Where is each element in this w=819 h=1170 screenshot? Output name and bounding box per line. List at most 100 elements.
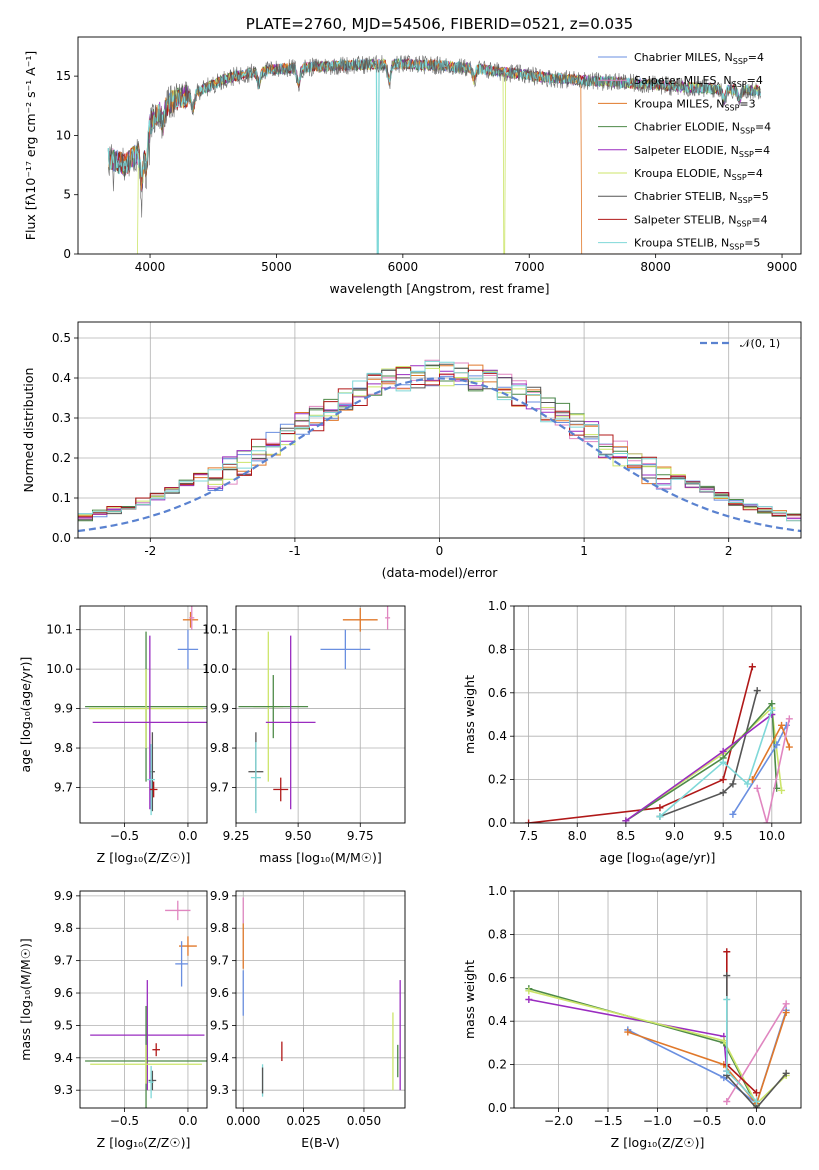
errorbar-salpeter-elodie bbox=[92, 635, 207, 810]
x-axis-label: wavelength [Angstrom, rest frame] bbox=[329, 281, 549, 296]
hist-kroupa-stelib-step bbox=[78, 360, 801, 522]
x-tick-label: 9.0 bbox=[665, 829, 684, 843]
axes-frame bbox=[513, 605, 802, 824]
z_weight-panel: −2.0 −1.5 −1.0 −0.5 0.0 0.0 0.2 0.4 0.6 0.8 1.0 Z [… bbox=[462, 884, 802, 1150]
legend-entry: Kroupa MILES, NSSP=3 bbox=[634, 97, 756, 112]
legend-entry: 𝒩(0, 1) bbox=[740, 337, 780, 350]
weight-point-marker bbox=[622, 817, 630, 823]
y-tick-label: 9.9 bbox=[54, 702, 73, 716]
weight-point-marker bbox=[729, 810, 737, 818]
weight-point-marker bbox=[723, 972, 731, 980]
spectrum-plot-area bbox=[107, 54, 762, 254]
y-tick-label: 9.7 bbox=[210, 954, 229, 968]
errorbar-kroupa-stelib bbox=[250, 742, 261, 814]
x-tick-label: 9.25 bbox=[223, 829, 250, 843]
x-tick-label: −0.5 bbox=[110, 1114, 139, 1128]
x-tick-label: -2 bbox=[144, 544, 156, 558]
weight-salpeter-elodie-line bbox=[625, 713, 773, 822]
y-tick-label: 9.7 bbox=[210, 780, 229, 794]
errorbar-salpeter-stelib bbox=[152, 1043, 161, 1057]
y-tick-label: 0.8 bbox=[488, 642, 507, 656]
weight-point-marker bbox=[782, 1069, 790, 1077]
errorbar-kroupa-elodie bbox=[90, 1044, 202, 1084]
errorbar-salpeter-elodie bbox=[265, 635, 316, 810]
weight-salpeter-stelib-line bbox=[528, 666, 754, 823]
x-tick-label: 1 bbox=[580, 544, 588, 558]
errorbar-kroupa-elodie bbox=[88, 669, 204, 749]
errorbar-kroupa-stelib bbox=[147, 744, 155, 816]
y-tick-label: 0.5 bbox=[52, 331, 71, 345]
weight-point-marker bbox=[768, 700, 776, 708]
ebv_mass-plot-area bbox=[242, 897, 401, 1097]
x-tick-label: −0.5 bbox=[692, 1114, 721, 1128]
weight-point-marker bbox=[656, 804, 664, 812]
x-tick-label: 0.050 bbox=[347, 1114, 381, 1128]
mass_age-plot-area bbox=[238, 606, 391, 814]
y-tick-label: 0 bbox=[63, 247, 71, 261]
y-tick-label: 9.6 bbox=[54, 986, 73, 1000]
x-tick-label: 0.0 bbox=[747, 1114, 766, 1128]
weight-point-marker bbox=[785, 715, 793, 723]
legend-entry: Salpeter ELODIE, NSSP=4 bbox=[634, 144, 770, 159]
x-tick-label: 4000 bbox=[135, 260, 166, 274]
y-tick-label: 1.0 bbox=[488, 884, 507, 898]
residuals-plot-area bbox=[78, 359, 801, 533]
weight-point-marker bbox=[723, 1067, 731, 1075]
y-tick-label: 9.8 bbox=[210, 921, 229, 935]
y-tick-label: 9.9 bbox=[210, 889, 229, 903]
weight-point-marker bbox=[743, 780, 751, 788]
weight-point-marker bbox=[753, 687, 761, 695]
chart-title: PLATE=2760, MJD=54506, FIBERID=0521, z=0… bbox=[246, 15, 633, 33]
y-tick-label: 0.3 bbox=[52, 411, 71, 425]
legend-entry: Salpeter MILES, NSSP=4 bbox=[634, 74, 763, 89]
y-tick-label: 9.5 bbox=[210, 1018, 229, 1032]
y-tick-label: 0.0 bbox=[488, 1101, 507, 1115]
errorbar-chabrier-stelib bbox=[148, 1070, 157, 1091]
y-tick-label: 10 bbox=[56, 128, 71, 142]
z_weight-plot-area bbox=[525, 948, 790, 1108]
legend-entry: Salpeter STELIB, NSSP=4 bbox=[634, 213, 768, 228]
axes-frame bbox=[77, 36, 802, 255]
y-tick-label: 9.6 bbox=[210, 986, 229, 1000]
weight-point-marker bbox=[723, 1097, 731, 1105]
y-tick-label: 10.1 bbox=[46, 623, 73, 637]
weight-point-marker bbox=[773, 741, 781, 749]
weight-point-marker bbox=[752, 1097, 760, 1105]
y-axis-label: mass [log₁₀(M/M☉)] bbox=[18, 938, 33, 1060]
errorbar-salpeter-stelib bbox=[273, 777, 289, 802]
y-tick-label: 10.1 bbox=[202, 623, 229, 637]
legend-entry: Chabrier ELODIE, NSSP=4 bbox=[634, 121, 771, 136]
weight-point-marker bbox=[748, 663, 756, 671]
weight-chabrier-stelib-line bbox=[659, 690, 758, 818]
x-axis-label: Z [log₁₀(Z/Z☉)] bbox=[611, 1135, 705, 1150]
spectrum-panel: 4000 5000 6000 7000 8000 9000 0 5 10 15 wavelength… bbox=[23, 15, 802, 296]
weight-salpeter-stelib-line bbox=[726, 951, 758, 1094]
errorbar-kroupa-stelib bbox=[148, 1065, 154, 1099]
legend-entry: Kroupa ELODIE, NSSP=4 bbox=[634, 167, 763, 182]
errorbar-salpeter-elodie bbox=[90, 980, 205, 1091]
x-tick-label: 0.0 bbox=[178, 1114, 197, 1128]
age_weight-plot-area bbox=[525, 663, 793, 823]
errorbar-chabrier-miles bbox=[175, 941, 188, 987]
weight-chabrier-elodie-line bbox=[625, 701, 778, 822]
y-tick-label: 9.4 bbox=[210, 1051, 229, 1065]
x-tick-label: 10.0 bbox=[758, 829, 785, 843]
weight-point-marker bbox=[778, 721, 786, 729]
x-tick-label: 8.0 bbox=[568, 829, 587, 843]
residuals-panel: -2 -1 0 1 2 0.0 0.1 0.2 0.3 0.4 0.5 (data-model)/er… bbox=[21, 321, 802, 580]
axes-frame bbox=[79, 890, 208, 1109]
y-axis-label: Normed distribution bbox=[21, 368, 36, 493]
x-tick-label: 9.75 bbox=[347, 829, 374, 843]
y-tick-label: 1.0 bbox=[488, 599, 507, 613]
x-tick-label: 9.5 bbox=[714, 829, 733, 843]
weight-point-marker bbox=[778, 786, 786, 794]
x-tick-label: −2.0 bbox=[544, 1114, 573, 1128]
y-tick-label: 5 bbox=[63, 188, 71, 202]
spectrum-observed-line bbox=[108, 54, 761, 218]
y-tick-label: 9.5 bbox=[54, 1018, 73, 1032]
x-tick-label: 0.000 bbox=[226, 1114, 260, 1128]
errorbar-kroupa-miles bbox=[342, 607, 378, 632]
x-tick-label: −1.5 bbox=[593, 1114, 622, 1128]
weight-point-marker bbox=[624, 1028, 632, 1036]
